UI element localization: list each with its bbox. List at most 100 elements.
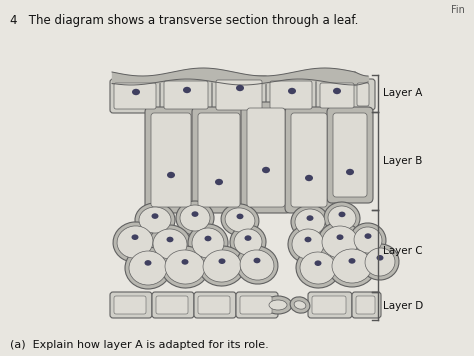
FancyBboxPatch shape	[164, 81, 208, 109]
Ellipse shape	[204, 236, 211, 241]
Ellipse shape	[237, 214, 244, 219]
FancyBboxPatch shape	[316, 79, 360, 112]
Ellipse shape	[332, 249, 372, 283]
Ellipse shape	[191, 211, 199, 217]
FancyBboxPatch shape	[266, 77, 318, 113]
FancyBboxPatch shape	[312, 296, 346, 314]
Ellipse shape	[338, 211, 346, 217]
Ellipse shape	[296, 248, 340, 288]
Ellipse shape	[304, 237, 311, 242]
Ellipse shape	[180, 205, 210, 231]
Ellipse shape	[290, 297, 310, 313]
FancyBboxPatch shape	[352, 292, 381, 318]
Ellipse shape	[149, 225, 191, 263]
FancyBboxPatch shape	[247, 108, 285, 207]
Ellipse shape	[348, 258, 356, 264]
Ellipse shape	[262, 167, 270, 173]
FancyBboxPatch shape	[110, 292, 152, 318]
Ellipse shape	[269, 300, 287, 310]
Text: Layer D: Layer D	[383, 301, 423, 311]
Ellipse shape	[129, 251, 167, 285]
Ellipse shape	[166, 237, 173, 242]
FancyBboxPatch shape	[145, 107, 197, 213]
Ellipse shape	[230, 225, 266, 259]
FancyBboxPatch shape	[327, 107, 373, 203]
FancyBboxPatch shape	[240, 296, 272, 314]
Ellipse shape	[145, 260, 152, 266]
FancyBboxPatch shape	[357, 83, 369, 106]
Ellipse shape	[318, 222, 362, 262]
Ellipse shape	[152, 213, 158, 219]
FancyBboxPatch shape	[192, 107, 246, 213]
FancyBboxPatch shape	[333, 113, 367, 197]
FancyBboxPatch shape	[114, 296, 146, 314]
Ellipse shape	[328, 206, 356, 230]
FancyBboxPatch shape	[356, 296, 375, 314]
FancyBboxPatch shape	[198, 296, 230, 314]
Ellipse shape	[322, 226, 358, 258]
Ellipse shape	[305, 175, 313, 181]
Ellipse shape	[288, 225, 328, 263]
Ellipse shape	[199, 246, 245, 286]
Ellipse shape	[292, 229, 324, 259]
Text: Layer A: Layer A	[383, 89, 422, 99]
Text: 4   The diagram shows a transverse section through a leaf.: 4 The diagram shows a transverse section…	[10, 14, 358, 27]
Ellipse shape	[288, 88, 296, 94]
Ellipse shape	[295, 209, 325, 235]
Ellipse shape	[236, 246, 278, 284]
Ellipse shape	[125, 247, 171, 289]
FancyBboxPatch shape	[198, 113, 240, 207]
Ellipse shape	[254, 258, 261, 263]
FancyBboxPatch shape	[110, 79, 162, 113]
FancyBboxPatch shape	[353, 79, 375, 110]
Ellipse shape	[291, 205, 329, 239]
Ellipse shape	[245, 235, 252, 241]
FancyBboxPatch shape	[152, 292, 194, 318]
Ellipse shape	[365, 248, 395, 276]
Ellipse shape	[376, 255, 383, 261]
FancyBboxPatch shape	[108, 60, 363, 318]
Ellipse shape	[192, 228, 224, 258]
Ellipse shape	[324, 202, 360, 234]
FancyBboxPatch shape	[285, 107, 333, 213]
Ellipse shape	[135, 203, 175, 237]
FancyBboxPatch shape	[270, 81, 312, 109]
Ellipse shape	[300, 252, 336, 284]
FancyBboxPatch shape	[241, 102, 291, 213]
Ellipse shape	[188, 224, 228, 262]
Ellipse shape	[221, 204, 259, 236]
Ellipse shape	[328, 245, 376, 287]
Ellipse shape	[131, 234, 138, 240]
Ellipse shape	[294, 301, 306, 309]
Ellipse shape	[117, 226, 153, 258]
Ellipse shape	[333, 88, 341, 94]
Ellipse shape	[203, 250, 241, 282]
Ellipse shape	[361, 244, 399, 280]
Ellipse shape	[153, 229, 187, 259]
Ellipse shape	[337, 234, 344, 240]
FancyBboxPatch shape	[151, 113, 191, 207]
Text: Layer B: Layer B	[383, 156, 422, 166]
Ellipse shape	[139, 207, 171, 233]
Ellipse shape	[354, 227, 382, 253]
Ellipse shape	[234, 229, 262, 255]
Text: (a)  Explain how layer A is adapted for its role.: (a) Explain how layer A is adapted for i…	[10, 340, 269, 350]
Ellipse shape	[365, 233, 372, 239]
Ellipse shape	[167, 172, 175, 178]
Ellipse shape	[240, 250, 274, 280]
Ellipse shape	[350, 223, 386, 257]
Ellipse shape	[236, 85, 244, 91]
Ellipse shape	[182, 259, 189, 265]
Ellipse shape	[215, 179, 223, 185]
FancyBboxPatch shape	[212, 76, 268, 114]
Ellipse shape	[219, 258, 226, 264]
Ellipse shape	[346, 169, 354, 175]
Text: Fin: Fin	[451, 5, 465, 15]
Ellipse shape	[132, 89, 140, 95]
Ellipse shape	[307, 215, 313, 221]
FancyBboxPatch shape	[216, 80, 262, 110]
Ellipse shape	[225, 208, 255, 232]
FancyBboxPatch shape	[308, 292, 352, 318]
FancyBboxPatch shape	[236, 292, 278, 318]
Ellipse shape	[161, 246, 209, 288]
